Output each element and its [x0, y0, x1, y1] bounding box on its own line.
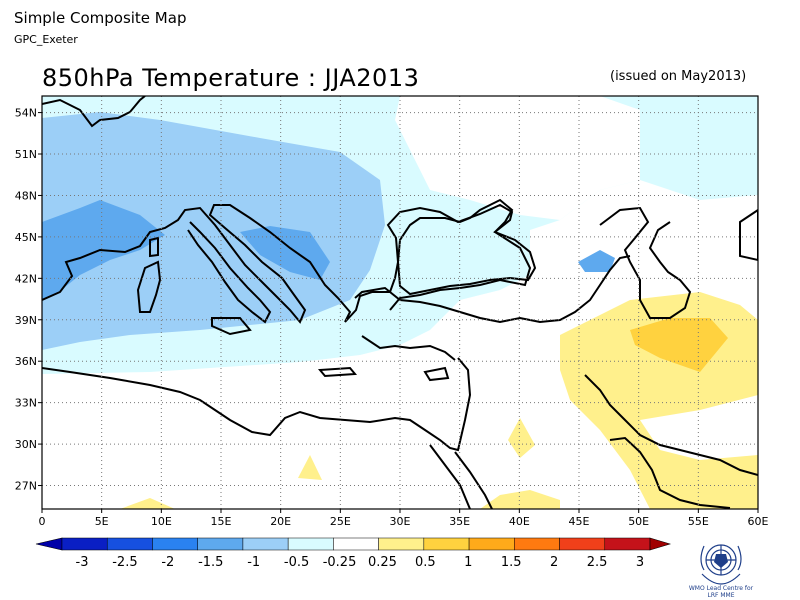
colorbar-low-arrow: [35, 537, 63, 551]
lon-tick-label: 45E: [569, 515, 590, 528]
colorbar-swatch: [604, 537, 651, 551]
anomaly-region-pos025-libya: [298, 455, 322, 480]
coastline-turkey-south: [361, 335, 456, 361]
colorbar-label: -3: [76, 555, 89, 570]
lat-tick-label: 33N: [15, 397, 37, 410]
coastline-corsica: [149, 236, 159, 258]
lon-tick-label: 5E: [95, 515, 109, 528]
coastline-red-sea: [429, 444, 493, 509]
colorbar-label: -1.5: [198, 555, 223, 570]
colorbar-label: -2.5: [112, 555, 137, 570]
colorbar: -3 -2.5 -2 -1.5 -1 -0.5 -0.25 0.25 0.5 1 1.5 2 2.5 3: [35, 537, 672, 570]
logo-caption-line1: WMO Lead Centre for: [688, 585, 754, 592]
colorbar-label: 0.5: [415, 555, 436, 570]
coastline-black-sea: [396, 198, 537, 296]
colorbar-label: -1: [247, 555, 260, 570]
lon-tick-label: 10E: [151, 515, 172, 528]
lat-tick-label: 39N: [15, 314, 37, 327]
lon-axis: 0 5E 10E 15E 20E 25E 30E 35E 40E 45E 50E 55E 60E: [39, 509, 769, 528]
anomaly-region-neg1-caspian: [578, 250, 615, 272]
anomaly-region-pos025-sw: [120, 498, 175, 509]
anomaly-region-pos025-south: [480, 490, 560, 509]
colorbar-label: -0.25: [323, 555, 357, 570]
wmo-emblem-icon: [700, 544, 742, 585]
issued-label: (issued on May2013): [610, 69, 747, 84]
header-title: Simple Composite Map: [14, 9, 187, 27]
lat-tick-label: 30N: [15, 438, 37, 451]
coastline-caspian: [599, 206, 692, 319]
colorbar-label: 1.5: [501, 555, 522, 570]
colorbar-swatch: [468, 537, 515, 551]
lon-tick-label: 40E: [509, 515, 530, 528]
colorbar-swatch: [197, 537, 244, 551]
lon-tick-label: 35E: [449, 515, 470, 528]
colorbar-swatch: [61, 537, 108, 551]
map-title: 850hPa Temperature : JJA2013: [42, 64, 420, 92]
coastline-persian-gulf: [584, 374, 758, 476]
colorbar-swatch: [242, 537, 289, 551]
coastline-britain: [42, 96, 146, 128]
coastline-north-africa: [42, 357, 472, 452]
map-gridlines: [42, 96, 758, 509]
lat-tick-label: 45N: [15, 231, 37, 244]
coastline-italy: [187, 221, 272, 324]
lat-tick-label: 27N: [15, 480, 37, 493]
coastline-cyprus: [423, 366, 450, 382]
coastline-sardinia: [136, 260, 162, 313]
anomaly-region-neg05: [42, 112, 385, 350]
colorbar-label: -0.5: [284, 555, 309, 570]
coastline-europe: [42, 203, 532, 324]
colorbar-label: 1: [464, 555, 472, 570]
colorbar-label: 3: [636, 555, 644, 570]
lat-tick-label: 42N: [15, 272, 37, 285]
lat-tick-label: 54N: [15, 107, 37, 120]
anomaly-shading: [42, 96, 758, 509]
colorbar-swatch: [423, 537, 470, 551]
anomaly-region-neutral-gulf: [640, 395, 758, 460]
colorbar-swatch: [287, 537, 334, 551]
lon-tick-label: 55E: [688, 515, 709, 528]
lon-tick-label: 60E: [748, 515, 769, 528]
colorbar-swatch: [559, 537, 606, 551]
colorbar-label: -2: [161, 555, 174, 570]
colorbar-high-arrow: [649, 537, 672, 551]
colorbar-swatch: [106, 537, 153, 551]
colorbar-swatch: [514, 537, 560, 551]
colorbar-label: 2.5: [587, 555, 608, 570]
lon-tick-label: 30E: [390, 515, 411, 528]
lon-tick-label: 0: [39, 515, 46, 528]
lat-axis: 27N 30N 33N 36N 39N 42N 45N 48N 51N 54N: [15, 107, 42, 493]
lon-tick-label: 20E: [270, 515, 291, 528]
anomaly-region-pos025-arabia: [508, 418, 535, 458]
lon-tick-label: 25E: [330, 515, 351, 528]
lon-tick-label: 15E: [211, 515, 232, 528]
anomaly-region-neg1-central: [240, 226, 330, 280]
coastline-crete: [317, 366, 358, 378]
header-subtitle: GPC_Exeter: [14, 33, 78, 46]
lon-tick-label: 50E: [628, 515, 649, 528]
colorbar-swatch: [378, 537, 425, 551]
lat-tick-label: 36N: [15, 355, 37, 368]
colorbar-swatch: [152, 537, 198, 551]
coastline-aral: [739, 208, 758, 262]
logo-caption-line2: LRF MME: [707, 592, 735, 599]
colorbar-label: 2: [550, 555, 558, 570]
anomaly-region-pos05-core: [630, 318, 728, 372]
colorbar-swatch: [333, 537, 379, 551]
colorbar-label: 0.25: [368, 555, 397, 570]
lat-tick-label: 51N: [15, 148, 37, 161]
lat-tick-label: 48N: [15, 189, 37, 202]
coastline-arabia-east: [609, 436, 731, 509]
coastline-sicily: [211, 317, 252, 336]
